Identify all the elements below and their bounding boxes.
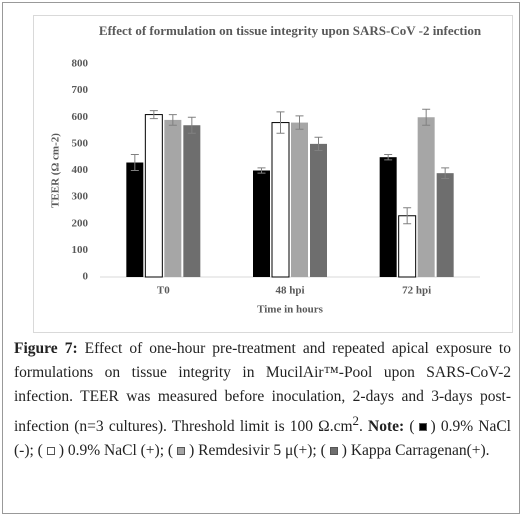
y-tick-label: 100 [72, 244, 89, 256]
note-text: ( [167, 442, 174, 460]
bar [144, 114, 163, 278]
y-tick-label: 800 [72, 58, 89, 70]
figure-caption: Figure 7: Effect of one-hour pre-treatme… [14, 337, 511, 463]
chart-title: Effect of formulation on tissue integrit… [98, 23, 482, 38]
bar [417, 117, 435, 277]
note-text: ( [320, 442, 326, 460]
bar [164, 119, 182, 277]
y-tick-label: 500 [72, 137, 89, 149]
error-bar [441, 167, 450, 179]
chart-frame [33, 15, 513, 333]
bar [436, 173, 454, 277]
note-text: ) 0.9% NaCl (-); [14, 418, 511, 460]
caption-text: Effect of one-hour pre-treatment and rep… [14, 340, 511, 436]
bar [253, 170, 270, 277]
x-tick-label: 72 hpi [402, 285, 431, 297]
error-bar [257, 167, 266, 174]
error-bar [130, 154, 139, 171]
bar [379, 157, 397, 277]
bar [126, 162, 144, 277]
error-bar [149, 110, 158, 120]
error-bar [168, 114, 177, 126]
y-tick-label: 600 [72, 111, 89, 123]
legend-swatch [329, 446, 338, 455]
superscript: 2 [352, 413, 359, 428]
chart: 0 100 200 300 400 500 600 700 800 TEER (Ω cm-2) Ti… [50, 58, 480, 316]
y-tick-label: 0 [83, 271, 89, 283]
y-tick-label: 200 [72, 217, 89, 229]
legend-swatch [46, 446, 55, 455]
legend-swatch [177, 446, 186, 455]
bar [183, 125, 201, 277]
error-bar [422, 108, 431, 126]
error-bar [314, 136, 323, 152]
note-label: Note: [368, 418, 405, 436]
error-bar [403, 207, 412, 225]
bar [271, 122, 290, 278]
note-text: ) Remdesivir 5 μ(+); [189, 442, 321, 460]
note-text: ) Kappa Carragenan(+). [341, 442, 490, 460]
note-text: ( [404, 418, 415, 436]
note-text: ) 0.9% NaCl (+); [58, 442, 168, 460]
bar [310, 143, 327, 277]
bar [291, 122, 308, 277]
y-tick-label: 700 [72, 84, 89, 96]
error-bar [384, 154, 393, 161]
caption-text: . [358, 418, 369, 436]
x-tick-label: 48 hpi [275, 285, 304, 297]
note-items: () 0.9% NaCl (-); () 0.9% NaCl (+); () R… [14, 418, 511, 459]
legend-swatch [418, 422, 427, 431]
note-text: ( [37, 442, 43, 460]
page [2, 2, 520, 514]
x-tick-label: T0 [157, 285, 170, 297]
bar [398, 215, 417, 278]
figure-label: Figure 7: [14, 340, 78, 357]
y-tick-label: 300 [72, 191, 89, 203]
y-tick-label: 400 [72, 164, 89, 176]
error-bar [187, 116, 196, 134]
error-bar [295, 115, 304, 130]
error-bar [276, 111, 285, 134]
y-axis-label: TEER (Ω cm-2) [50, 133, 62, 208]
x-axis-label: Time in hours [257, 304, 324, 316]
